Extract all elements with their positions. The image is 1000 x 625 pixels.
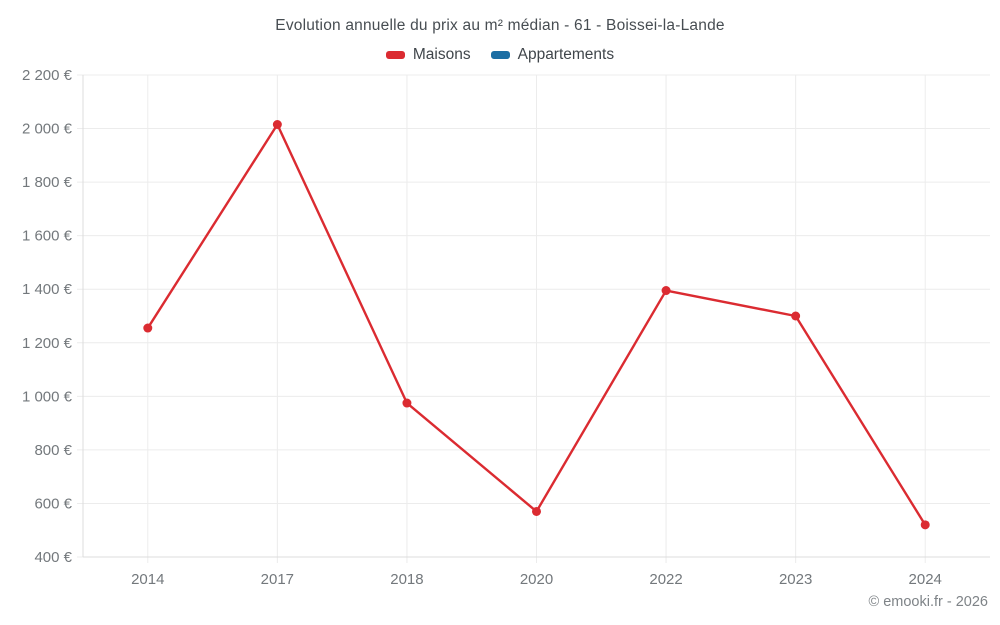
y-axis-tick-label: 800 € [34, 442, 72, 459]
y-axis-tick-label: 1 400 € [22, 281, 73, 298]
y-axis-tick-label: 1 000 € [22, 388, 73, 405]
legend-item-maisons[interactable]: Maisons [385, 46, 471, 64]
copyright: © emooki.fr - 2026 [868, 594, 988, 610]
y-axis-tick-label: 2 000 € [22, 121, 73, 138]
y-axis-tick-label: 1 200 € [22, 335, 73, 352]
x-axis-tick-label: 2017 [261, 571, 294, 588]
data-point-maisons [661, 286, 671, 296]
y-axis-tick-label: 2 200 € [22, 67, 73, 84]
x-axis-tick-label: 2014 [131, 571, 164, 588]
x-axis-tick-label: 2020 [520, 571, 553, 588]
data-point-maisons [272, 120, 282, 130]
x-axis-tick-label: 2022 [649, 571, 682, 588]
legend-swatch-appartements-icon [490, 51, 510, 59]
data-point-maisons [532, 506, 541, 516]
legend-label-maisons: Maisons [412, 46, 471, 63]
legend-item-appartements[interactable]: Appartements [490, 46, 615, 64]
data-point-maisons [143, 323, 153, 333]
data-point-maisons [920, 520, 930, 530]
chart-title: Evolution annuelle du prix au m² médian … [275, 17, 725, 34]
legend-swatch-maisons-icon [385, 51, 405, 59]
y-axis-tick-label: 600 € [34, 495, 72, 512]
data-point-maisons [402, 398, 412, 408]
legend-label-appartements: Appartements [517, 46, 615, 63]
y-axis-tick-label: 1 800 € [22, 174, 73, 191]
y-axis-tick-label: 400 € [34, 549, 72, 566]
x-axis-tick-label: 2024 [909, 571, 942, 588]
data-point-maisons [791, 311, 801, 321]
x-axis-tick-label: 2018 [390, 571, 423, 588]
chart-legend: Maisons Appartements [0, 46, 1000, 64]
x-axis-tick-label: 2023 [779, 571, 812, 588]
y-axis-tick-label: 1 600 € [22, 228, 73, 245]
